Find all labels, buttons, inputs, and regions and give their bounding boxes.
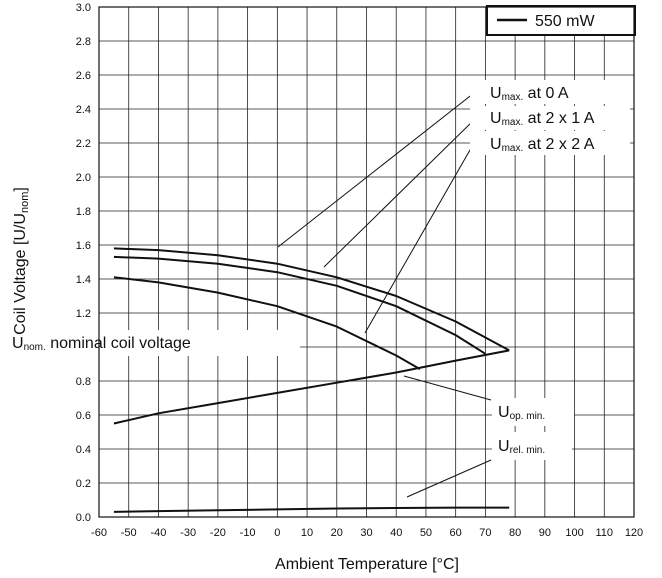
series-line-uop	[113, 349, 510, 425]
annotation-background	[492, 432, 572, 460]
y-tick-label: 0.4	[76, 444, 91, 456]
x-tick-label: 20	[331, 527, 343, 539]
series-lines	[113, 247, 510, 513]
y-tick-label: 1.4	[76, 274, 91, 286]
y-tick-label: 3.0	[76, 2, 91, 14]
plot-frame	[98, 6, 635, 518]
annotation-text: at 2 x 1 A	[523, 110, 594, 127]
x-tick-label: 50	[420, 527, 432, 539]
y-axis-title-sub: nom	[19, 192, 31, 213]
y-tick-label: 0.8	[76, 376, 91, 388]
y-tick-label: 2.2	[76, 138, 91, 150]
x-tick-label: 10	[301, 527, 313, 539]
x-tick-label: -10	[240, 527, 256, 539]
annotation-text: at 0 A	[523, 85, 569, 102]
annotation-subscript: op. min.	[510, 411, 546, 422]
annotation-symbol: U	[498, 404, 510, 421]
annotation-symbol: U	[490, 110, 502, 127]
legend-label: 550 mW	[535, 13, 595, 30]
x-tick-label: 90	[539, 527, 551, 539]
series-line-umax0	[113, 247, 510, 352]
series-line-umax1	[113, 255, 486, 355]
annotation-label: Unom. nominal coil voltage	[12, 335, 191, 353]
y-tick-label: 1.6	[76, 240, 91, 252]
x-tick-label: -50	[121, 527, 137, 539]
annotation-background	[470, 80, 630, 104]
annotation-leader	[277, 92, 475, 248]
x-tick-label: 0	[274, 527, 280, 539]
x-tick-label: -30	[180, 527, 196, 539]
annotation-leader	[406, 459, 492, 498]
annotation-subscript: max.	[502, 117, 524, 128]
x-tick-label: 110	[596, 527, 614, 539]
annotation-leader	[364, 142, 475, 334]
y-tick-label: 1.8	[76, 206, 91, 218]
annotation-subscript: max.	[502, 92, 524, 103]
annotation-subscript: nom.	[24, 342, 46, 353]
annotation-label: Umax. at 2 x 1 A	[490, 110, 595, 128]
x-tick-label: 60	[450, 527, 462, 539]
annotation-subscript: max.	[502, 143, 524, 154]
y-tick-label: 2.4	[76, 104, 91, 116]
annotation-text: nominal coil voltage	[46, 335, 191, 352]
annotation-symbol: U	[490, 85, 502, 102]
x-tick-label: 80	[509, 527, 521, 539]
x-tick-label: 70	[479, 527, 491, 539]
y-tick-label: 0.0	[76, 512, 91, 524]
series-line-urel	[113, 506, 510, 513]
annotation-leaders	[277, 92, 492, 498]
annotation-leader	[323, 117, 477, 268]
annotation-label: Urel. min.	[498, 438, 545, 456]
y-axis-title-main: Coil Voltage [U/U	[12, 213, 29, 335]
y-tick-label: 0.6	[76, 410, 91, 422]
annotation-text: at 2 x 2 A	[523, 136, 594, 153]
annotation-background	[492, 398, 574, 426]
annotation-label: Uop. min.	[498, 404, 545, 422]
legend-box	[486, 5, 636, 36]
x-axis-title: Ambient Temperature [°C]	[275, 556, 459, 573]
x-tick-label: -40	[150, 527, 166, 539]
x-tick-label: 120	[625, 527, 643, 539]
y-axis-title-end: ]	[12, 187, 29, 191]
x-tick-label: 30	[360, 527, 372, 539]
annotation-background	[8, 330, 300, 356]
annotation-leader	[403, 375, 492, 401]
y-tick-label: 0.2	[76, 478, 91, 490]
annotation-label: Umax. at 0 A	[490, 85, 569, 103]
annotation-label: Umax. at 2 x 2 A	[490, 136, 595, 154]
series-line-umax2	[113, 276, 421, 370]
annotation-symbol: U	[12, 335, 24, 352]
y-axis-title: Coil Voltage [U/Unom]	[12, 187, 31, 335]
legend: 550 mW	[486, 5, 636, 36]
annotation-background	[470, 106, 630, 130]
x-tick-label: -60	[91, 527, 107, 539]
x-tick-label: 100	[565, 527, 583, 539]
annotation-background	[470, 131, 630, 155]
annotation-symbol: U	[498, 438, 510, 455]
y-tick-label: 2.6	[76, 70, 91, 82]
y-tick-label: 2.0	[76, 172, 91, 184]
annotation-symbol: U	[490, 136, 502, 153]
y-tick-label: 1.2	[76, 308, 91, 320]
annotation-subscript: rel. min.	[510, 445, 546, 456]
x-tick-label: -20	[210, 527, 226, 539]
x-tick-label: 40	[390, 527, 402, 539]
y-tick-label: 2.8	[76, 36, 91, 48]
